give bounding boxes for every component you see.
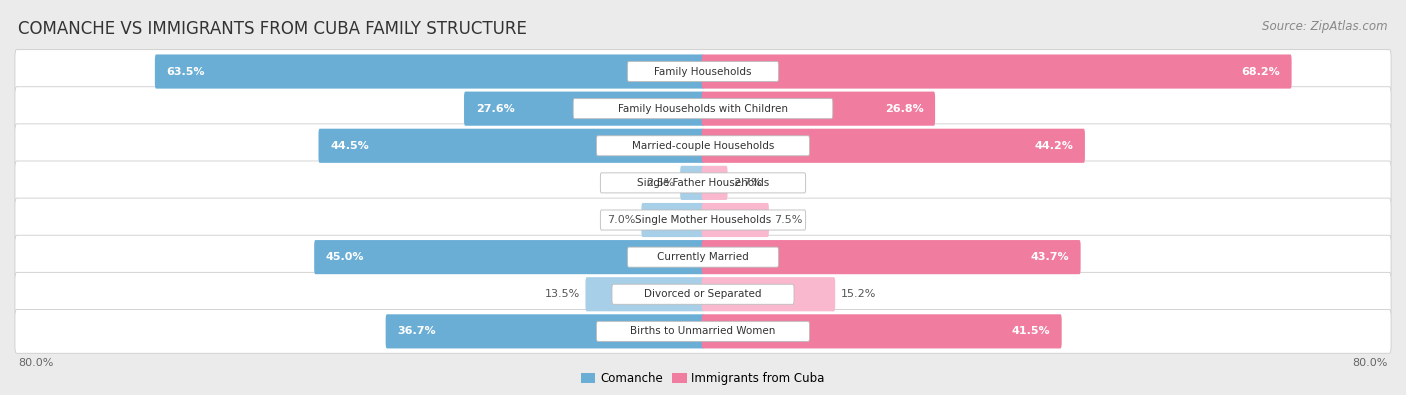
FancyBboxPatch shape <box>314 240 704 274</box>
FancyBboxPatch shape <box>596 322 810 341</box>
FancyBboxPatch shape <box>702 92 935 126</box>
Text: Single Father Households: Single Father Households <box>637 178 769 188</box>
FancyBboxPatch shape <box>15 161 1391 205</box>
FancyBboxPatch shape <box>600 210 806 230</box>
FancyBboxPatch shape <box>15 124 1391 167</box>
FancyBboxPatch shape <box>15 235 1391 279</box>
Text: Married-couple Households: Married-couple Households <box>631 141 775 151</box>
Text: 44.2%: 44.2% <box>1035 141 1073 151</box>
Text: Currently Married: Currently Married <box>657 252 749 262</box>
Text: Family Households with Children: Family Households with Children <box>619 103 787 114</box>
FancyBboxPatch shape <box>702 240 1081 274</box>
FancyBboxPatch shape <box>702 314 1062 348</box>
Text: Births to Unmarried Women: Births to Unmarried Women <box>630 326 776 337</box>
FancyBboxPatch shape <box>464 92 704 126</box>
FancyBboxPatch shape <box>585 277 704 311</box>
Legend: Comanche, Immigrants from Cuba: Comanche, Immigrants from Cuba <box>576 367 830 389</box>
Text: COMANCHE VS IMMIGRANTS FROM CUBA FAMILY STRUCTURE: COMANCHE VS IMMIGRANTS FROM CUBA FAMILY … <box>18 20 527 38</box>
FancyBboxPatch shape <box>702 277 835 311</box>
FancyBboxPatch shape <box>15 87 1391 131</box>
Text: 80.0%: 80.0% <box>18 359 53 369</box>
FancyBboxPatch shape <box>385 314 704 348</box>
Text: 7.5%: 7.5% <box>775 215 803 225</box>
FancyBboxPatch shape <box>574 99 832 118</box>
Text: 63.5%: 63.5% <box>166 66 205 77</box>
Text: Single Mother Households: Single Mother Households <box>636 215 770 225</box>
FancyBboxPatch shape <box>702 166 727 200</box>
FancyBboxPatch shape <box>319 129 704 163</box>
Text: 15.2%: 15.2% <box>841 289 876 299</box>
Text: Family Households: Family Households <box>654 66 752 77</box>
FancyBboxPatch shape <box>15 50 1391 94</box>
Text: 80.0%: 80.0% <box>1353 359 1388 369</box>
FancyBboxPatch shape <box>155 55 704 88</box>
Text: 44.5%: 44.5% <box>330 141 368 151</box>
Text: 36.7%: 36.7% <box>398 326 436 337</box>
FancyBboxPatch shape <box>15 309 1391 353</box>
FancyBboxPatch shape <box>641 203 704 237</box>
Text: Divorced or Separated: Divorced or Separated <box>644 289 762 299</box>
Text: 43.7%: 43.7% <box>1031 252 1069 262</box>
FancyBboxPatch shape <box>596 136 810 156</box>
FancyBboxPatch shape <box>600 173 806 193</box>
Text: 27.6%: 27.6% <box>475 103 515 114</box>
FancyBboxPatch shape <box>681 166 704 200</box>
Text: 13.5%: 13.5% <box>544 289 579 299</box>
FancyBboxPatch shape <box>702 203 769 237</box>
Text: 26.8%: 26.8% <box>884 103 924 114</box>
Text: 68.2%: 68.2% <box>1241 66 1279 77</box>
FancyBboxPatch shape <box>702 129 1085 163</box>
Text: 2.5%: 2.5% <box>647 178 675 188</box>
Text: 2.7%: 2.7% <box>733 178 762 188</box>
FancyBboxPatch shape <box>627 247 779 267</box>
Text: 45.0%: 45.0% <box>326 252 364 262</box>
FancyBboxPatch shape <box>627 62 779 81</box>
Text: 41.5%: 41.5% <box>1011 326 1050 337</box>
FancyBboxPatch shape <box>15 272 1391 316</box>
Text: 7.0%: 7.0% <box>607 215 636 225</box>
Text: Source: ZipAtlas.com: Source: ZipAtlas.com <box>1263 20 1388 33</box>
FancyBboxPatch shape <box>15 198 1391 242</box>
FancyBboxPatch shape <box>702 55 1292 88</box>
FancyBboxPatch shape <box>612 284 794 304</box>
